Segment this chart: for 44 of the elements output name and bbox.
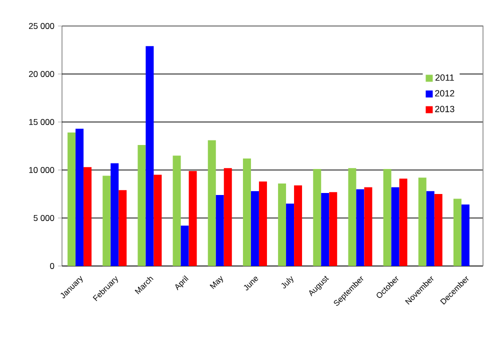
y-tick-label: 10 000 bbox=[29, 167, 54, 173]
bar bbox=[258, 182, 267, 266]
bar bbox=[383, 169, 392, 266]
bar bbox=[216, 194, 224, 266]
bar bbox=[84, 167, 92, 266]
bar bbox=[110, 163, 119, 266]
bar bbox=[68, 132, 76, 266]
bar bbox=[102, 176, 111, 266]
bar bbox=[278, 183, 286, 266]
bar bbox=[146, 46, 154, 266]
bar bbox=[461, 204, 470, 266]
legend-label: 2011 bbox=[436, 74, 454, 81]
bar bbox=[172, 156, 181, 266]
bar bbox=[348, 168, 356, 266]
bar bbox=[453, 198, 462, 266]
legend-label: 2013 bbox=[435, 106, 454, 112]
bar bbox=[224, 168, 232, 266]
bar bbox=[250, 191, 259, 266]
bar bbox=[138, 145, 146, 266]
bar bbox=[208, 140, 216, 266]
bar bbox=[356, 189, 364, 266]
y-tick-label: 0 bbox=[50, 263, 54, 269]
bar bbox=[118, 190, 127, 266]
bar bbox=[426, 191, 434, 266]
bar bbox=[399, 178, 408, 266]
bar bbox=[321, 193, 330, 266]
bar bbox=[154, 174, 162, 266]
bar bbox=[242, 158, 251, 266]
y-tick-label: 5 000 bbox=[34, 215, 54, 221]
bar bbox=[294, 185, 302, 266]
bar bbox=[313, 169, 322, 266]
legend-label: 2012 bbox=[435, 90, 454, 96]
bar bbox=[434, 194, 442, 266]
bar bbox=[286, 204, 294, 266]
bar bbox=[418, 178, 426, 266]
y-tick-label: 20 000 bbox=[29, 71, 54, 77]
bar bbox=[391, 187, 400, 266]
y-tick-label: 15 000 bbox=[29, 119, 54, 125]
bar bbox=[76, 128, 84, 266]
bar bbox=[180, 226, 189, 266]
bar bbox=[329, 192, 338, 266]
bar bbox=[364, 187, 372, 266]
y-tick-label: 25 000 bbox=[29, 23, 54, 29]
bar bbox=[188, 170, 197, 266]
